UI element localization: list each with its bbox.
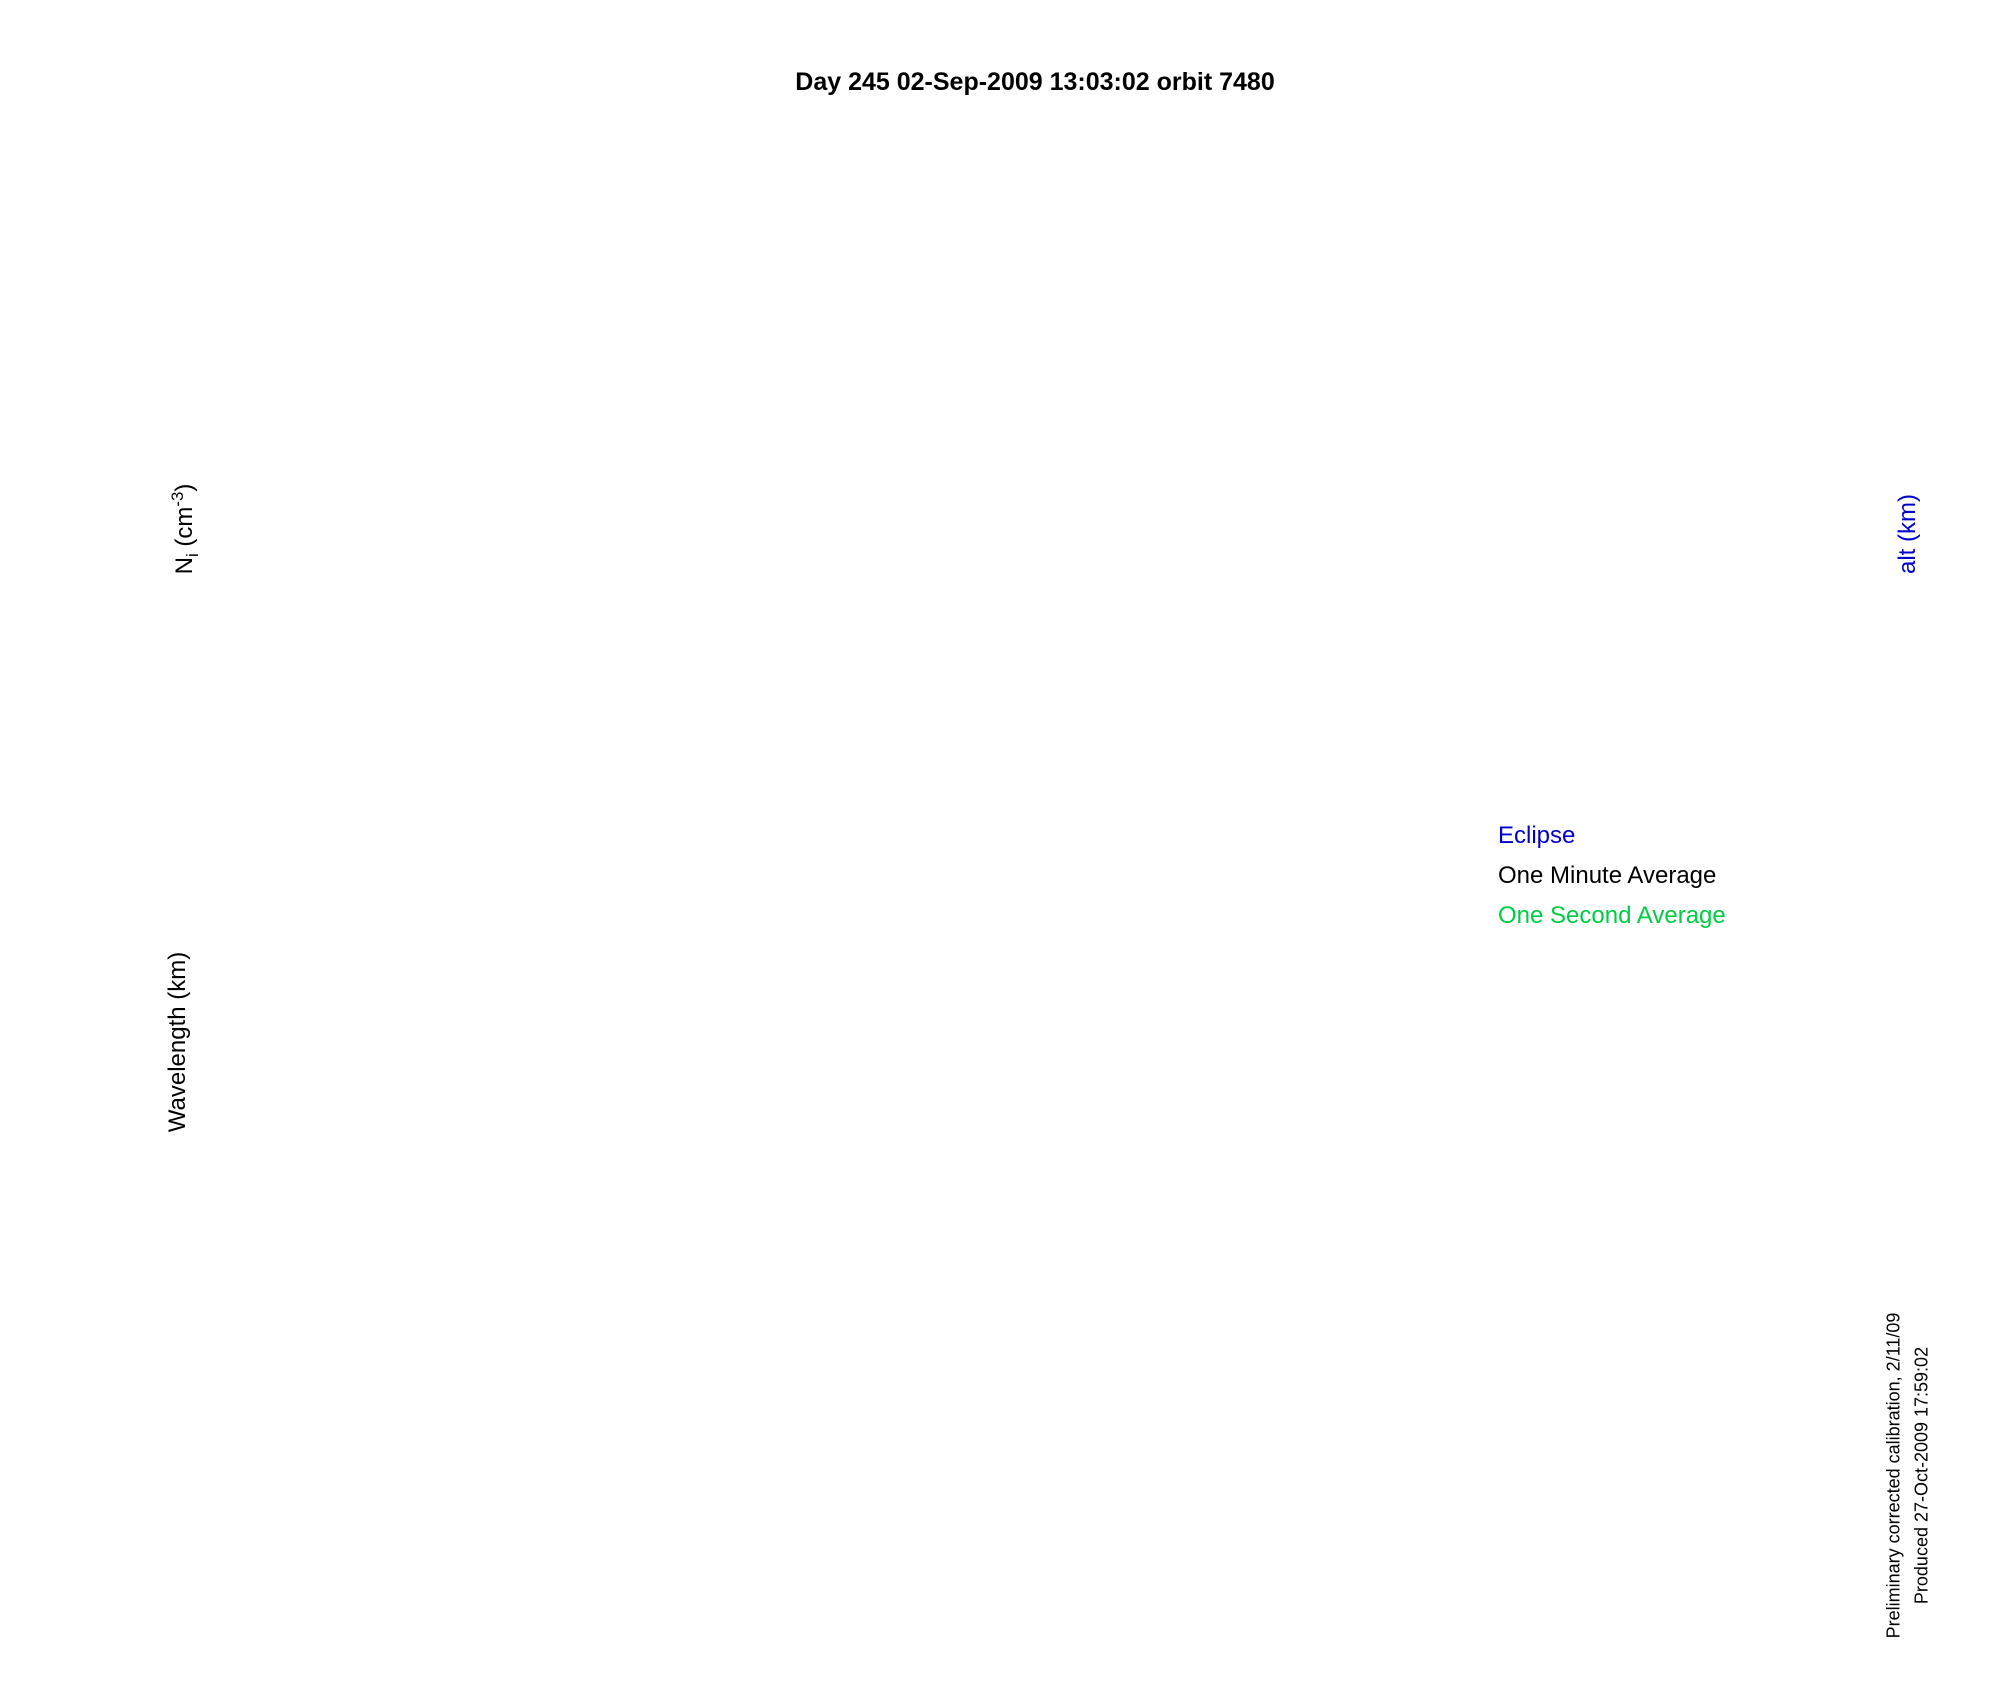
note-produced: Produced 27-Oct-2009 17:59:02: [1911, 1346, 1932, 1605]
wavelength-axis-label: Wavelength (km): [164, 951, 191, 1133]
ni-axis-label-rest: (cm: [171, 506, 198, 554]
page-title: Day 245 02-Sep-2009 13:03:02 orbit 7480: [795, 68, 1275, 96]
alt-axis-label: alt (km): [1894, 494, 1921, 574]
legend-one-minute-label: One Minute Average: [1498, 862, 1717, 889]
ni-axis-label-end: ): [171, 483, 198, 492]
ni-axis-label-sup: -3: [167, 491, 187, 507]
wavelength-spectrogram-canvas: [815, 969, 1490, 1117]
ni-axis-label-base: N: [171, 556, 198, 575]
ni-axis-label: Ni (cm-3): [167, 369, 202, 689]
legend-eclipse-label: Eclipse: [1498, 822, 1576, 849]
legend-one-second-label: One Second Average: [1498, 902, 1726, 929]
ni-axis-label-sub: i: [182, 553, 202, 557]
note-calibration: Preliminary corrected calibration, 2/11/…: [1883, 1312, 1904, 1639]
